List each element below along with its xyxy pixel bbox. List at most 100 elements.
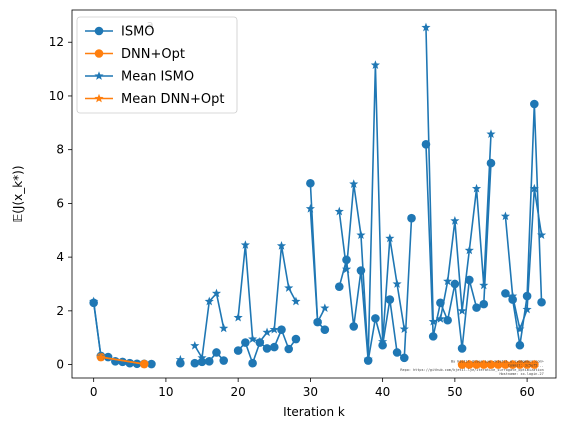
data-point-star [522,359,532,369]
data-point-star [457,359,467,369]
data-point-star [493,359,503,369]
data-point-star [529,183,539,193]
y-tick-label: 2 [56,304,64,318]
y-tick-label: 12 [49,35,64,49]
data-point-star [464,245,474,255]
data-point-star [464,359,474,369]
axes-frame [71,9,557,379]
data-point-star [479,280,489,290]
y-tick-label: 8 [56,143,64,157]
x-tick-label: 10 [158,385,173,399]
data-point-star [291,296,301,306]
series-line [92,301,102,357]
data-point-star [139,359,149,368]
data-point [284,344,294,354]
y-tick-label: 0 [56,358,64,372]
data-point [472,303,481,312]
data-point-star [305,203,315,213]
data-point-star [479,359,489,369]
data-point-star [276,241,287,250]
data-point [176,358,185,368]
data-point-star [197,353,207,362]
data-point-star [240,240,250,249]
data-point [399,353,409,363]
data-point-star [500,211,510,221]
data-point-star [385,233,395,243]
data-point [349,322,359,331]
data-point-star [356,230,366,239]
data-point-star [443,276,453,286]
data-point-star [378,336,388,346]
watermark-note: By Kjetil Olsen Lye <kjetil.o.lye@gmail.… [400,359,543,376]
legend-swatch-marker [94,26,104,36]
x-tick-label: 20 [231,385,246,399]
watermark-note-line: Commit: 3c5ef5... [508,364,544,368]
legend-item: ISMO [85,25,155,40]
legend: ISMO DNN+Opt Mean ISMO Mean DNN+Opt [76,16,238,114]
series-line [504,188,543,332]
data-point [132,359,142,369]
data-point-star [471,359,482,369]
data-point-star [529,359,539,369]
data-point [486,158,496,168]
data-point [190,358,200,368]
data-point-star [219,323,229,333]
data-point-star [89,296,99,306]
x-axis-label: Iteration k [283,405,345,419]
data-point-star [349,179,359,188]
data-point-star [363,354,373,364]
data-point [428,332,438,341]
data-point-star [334,206,344,216]
data-point [204,357,214,366]
data-point-star [392,279,402,288]
legend-label: ISMO [121,25,155,40]
data-point-star [522,304,532,314]
data-point [479,299,489,309]
data-point [212,348,221,357]
data-point [385,295,395,304]
data-point [291,334,301,344]
data-point [392,348,402,357]
y-axis-ticks: 0 2 4 6 8 10 12 [49,35,72,372]
series-mean-dnn-opt [96,352,539,369]
series-line [100,356,145,365]
x-tick-label: 60 [519,385,534,399]
data-point-star [211,288,222,298]
data-point-star [515,324,525,333]
y-axis-label: 𝔼(J(x_k*)) [11,165,25,222]
data-point [515,340,525,350]
legend-item: DNN+Opt [85,47,185,62]
legend-item: Mean ISMO [85,70,194,85]
data-point-star [233,312,243,322]
data-point-star [508,359,518,369]
data-point-star [457,306,467,315]
watermark-note-line: Repo: https://github.com/kjetil-lye/iter… [400,368,543,372]
x-tick-label: 0 [90,385,98,399]
data-point [219,356,229,365]
data-point [371,314,380,323]
data-point-star [248,334,258,343]
data-point-star [486,129,496,138]
data-point-star [421,22,431,32]
x-tick-label: 30 [303,385,318,399]
y-tick-label: 4 [56,250,64,264]
legend-swatch-marker [94,49,104,58]
data-point-star [262,327,272,337]
x-tick-label: 50 [447,385,462,399]
data-point [320,325,330,334]
series-layer [89,22,547,369]
watermark-note-line: By Kjetil Olsen Lye <kjetil.o.lye@gmail.… [451,359,544,363]
legend-swatch-marker [94,71,104,80]
data-point-star [486,359,496,369]
x-axis-ticks: 0 10 20 30 40 50 60 [90,378,535,399]
data-point [530,99,539,109]
data-point [277,325,286,334]
data-point [443,315,452,325]
legend-box [76,16,238,114]
data-point-star [370,60,380,69]
data-point [501,289,510,298]
y-tick-label: 10 [49,89,64,103]
data-point [233,346,243,355]
x-tick-label: 40 [375,385,390,399]
